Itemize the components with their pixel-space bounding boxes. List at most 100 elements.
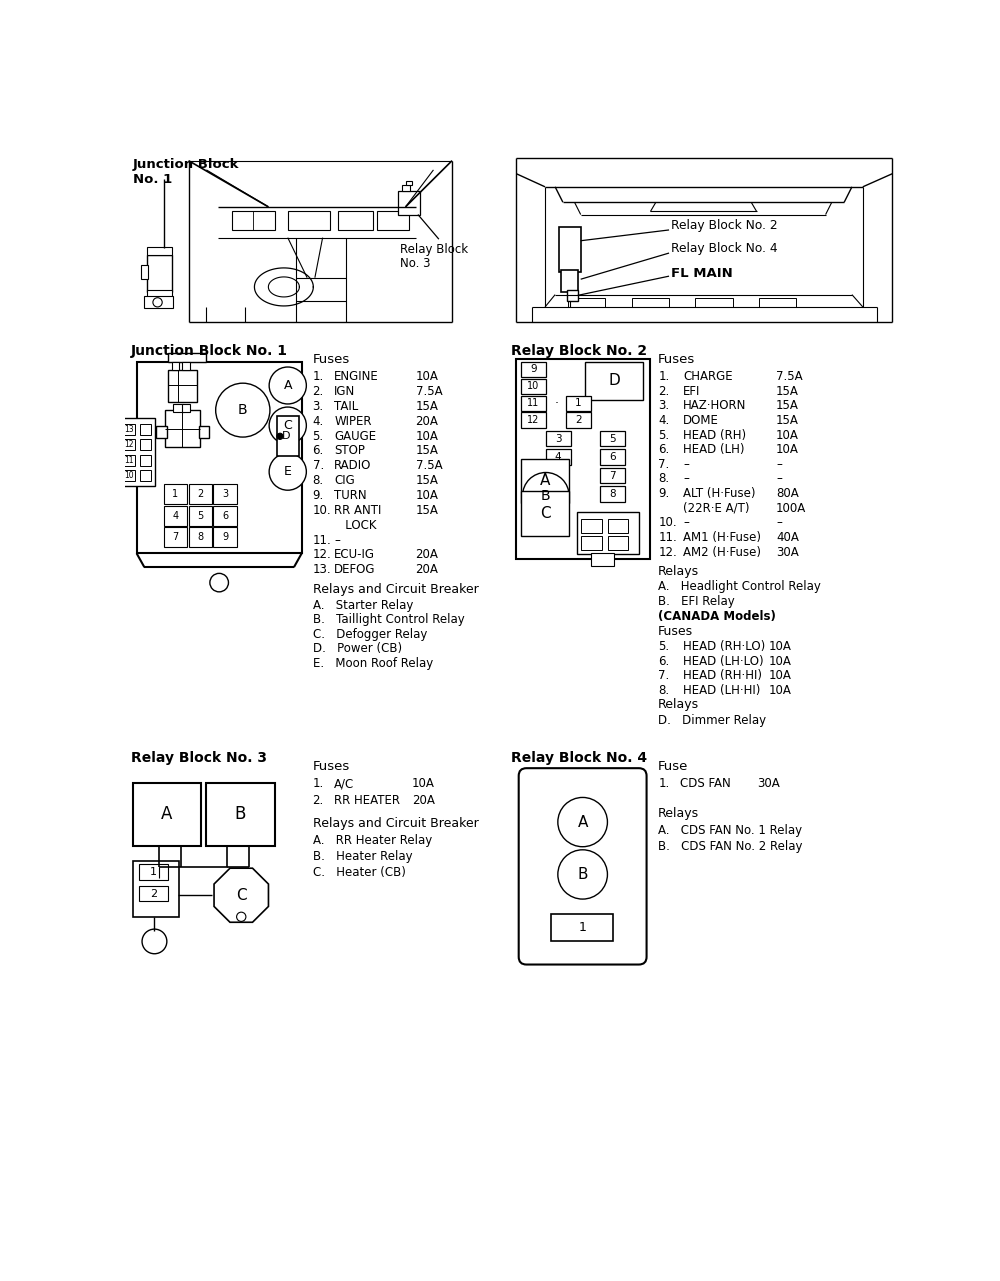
- Text: 10A: 10A: [416, 429, 438, 442]
- Text: 12.: 12.: [313, 548, 331, 561]
- Bar: [759, 297, 796, 307]
- Text: C: C: [236, 888, 247, 903]
- Text: FL MAIN: FL MAIN: [671, 266, 733, 279]
- Text: A: A: [284, 379, 292, 392]
- Bar: [182, 363, 190, 370]
- Bar: [189, 484, 212, 503]
- Text: 80A: 80A: [776, 487, 799, 500]
- Text: No. 3: No. 3: [400, 257, 431, 270]
- Text: CIG: CIG: [334, 474, 355, 487]
- Text: A/C: A/C: [334, 778, 354, 790]
- Bar: [172, 363, 179, 370]
- Text: WIPER: WIPER: [334, 415, 372, 428]
- Text: ALT (H·Fuse): ALT (H·Fuse): [683, 487, 756, 500]
- Bar: [277, 416, 299, 456]
- Text: 15A: 15A: [776, 400, 799, 412]
- Circle shape: [558, 798, 607, 847]
- Text: 10.: 10.: [313, 503, 331, 516]
- Bar: [133, 861, 179, 917]
- Text: 2.: 2.: [658, 384, 669, 397]
- Text: 11: 11: [527, 398, 540, 409]
- Bar: [608, 519, 628, 533]
- Text: 4: 4: [172, 511, 178, 520]
- Bar: [581, 535, 602, 550]
- Text: 9: 9: [530, 364, 537, 374]
- Text: AM2 (H·Fuse): AM2 (H·Fuse): [683, 546, 761, 559]
- Text: 5: 5: [197, 511, 203, 520]
- Bar: [566, 412, 591, 428]
- Text: 15A: 15A: [776, 384, 799, 397]
- Text: 7.: 7.: [658, 457, 669, 471]
- Bar: [402, 186, 410, 191]
- Text: 7: 7: [172, 532, 178, 542]
- Bar: [406, 181, 412, 186]
- Text: 5: 5: [609, 434, 616, 443]
- Bar: [189, 506, 212, 525]
- Text: 10A: 10A: [776, 443, 799, 456]
- Circle shape: [210, 574, 228, 592]
- Bar: [121, 418, 155, 485]
- Bar: [164, 528, 187, 547]
- Text: AM1 (H·Fuse): AM1 (H·Fuse): [683, 532, 761, 544]
- Text: (CANADA Models): (CANADA Models): [658, 610, 776, 623]
- Text: –: –: [776, 473, 782, 485]
- Text: Relays and Circuit Breaker: Relays and Circuit Breaker: [313, 583, 478, 596]
- Text: GAUGE: GAUGE: [334, 429, 376, 442]
- Text: 7.5A: 7.5A: [776, 370, 803, 383]
- Bar: [147, 290, 172, 297]
- Text: 7.: 7.: [313, 460, 324, 473]
- Bar: [521, 412, 546, 428]
- Text: C: C: [540, 506, 550, 521]
- Bar: [577, 512, 639, 555]
- Bar: [546, 450, 571, 465]
- Text: Junction Block: Junction Block: [133, 158, 239, 170]
- Text: HEAD (LH·LO): HEAD (LH·LO): [683, 655, 764, 667]
- Text: 6: 6: [609, 452, 616, 462]
- Circle shape: [142, 929, 167, 954]
- Text: D.   Power (CB): D. Power (CB): [313, 643, 402, 656]
- Text: 13.: 13.: [313, 564, 331, 576]
- Text: Relays: Relays: [658, 807, 699, 820]
- Bar: [144, 296, 173, 309]
- Text: 7: 7: [609, 470, 616, 480]
- Text: 1: 1: [575, 398, 582, 409]
- Text: A.   Headlight Control Relay: A. Headlight Control Relay: [658, 580, 821, 593]
- Text: 1.: 1.: [313, 778, 324, 790]
- Bar: [206, 783, 275, 845]
- Text: Relays: Relays: [658, 698, 699, 711]
- Text: Relay Block No. 2: Relay Block No. 2: [511, 343, 647, 357]
- Circle shape: [523, 473, 569, 519]
- Bar: [288, 210, 330, 231]
- Bar: [559, 227, 581, 272]
- Text: 12.: 12.: [658, 546, 677, 559]
- Text: 2: 2: [197, 489, 203, 500]
- Text: 8: 8: [197, 532, 203, 542]
- Bar: [521, 491, 569, 535]
- Bar: [567, 290, 578, 301]
- Circle shape: [269, 368, 306, 404]
- Text: A.   RR Heater Relay: A. RR Heater Relay: [313, 834, 432, 847]
- Text: C: C: [283, 419, 292, 432]
- Text: 10: 10: [527, 382, 540, 391]
- Text: EFI: EFI: [683, 384, 700, 397]
- Bar: [338, 210, 373, 231]
- Text: Fuses: Fuses: [313, 761, 350, 774]
- Text: –: –: [334, 534, 340, 547]
- Text: ECU-IG: ECU-IG: [334, 548, 375, 561]
- Text: Fuses: Fuses: [313, 354, 350, 366]
- Bar: [124, 424, 135, 434]
- Text: 10A: 10A: [768, 669, 791, 683]
- Bar: [124, 439, 135, 450]
- Text: 7.5A: 7.5A: [416, 386, 442, 398]
- Text: 4: 4: [555, 452, 562, 462]
- Text: 10.: 10.: [658, 516, 677, 529]
- Text: ·: ·: [555, 397, 559, 410]
- Text: Relay Block No. 4: Relay Block No. 4: [671, 242, 778, 255]
- Text: HEAD (LH·HI): HEAD (LH·HI): [683, 684, 760, 697]
- Bar: [398, 191, 420, 214]
- Text: 15A: 15A: [416, 445, 438, 457]
- Text: C.   Heater (CB): C. Heater (CB): [313, 866, 405, 879]
- Text: 11: 11: [124, 456, 134, 465]
- Circle shape: [558, 849, 607, 899]
- Bar: [168, 354, 206, 363]
